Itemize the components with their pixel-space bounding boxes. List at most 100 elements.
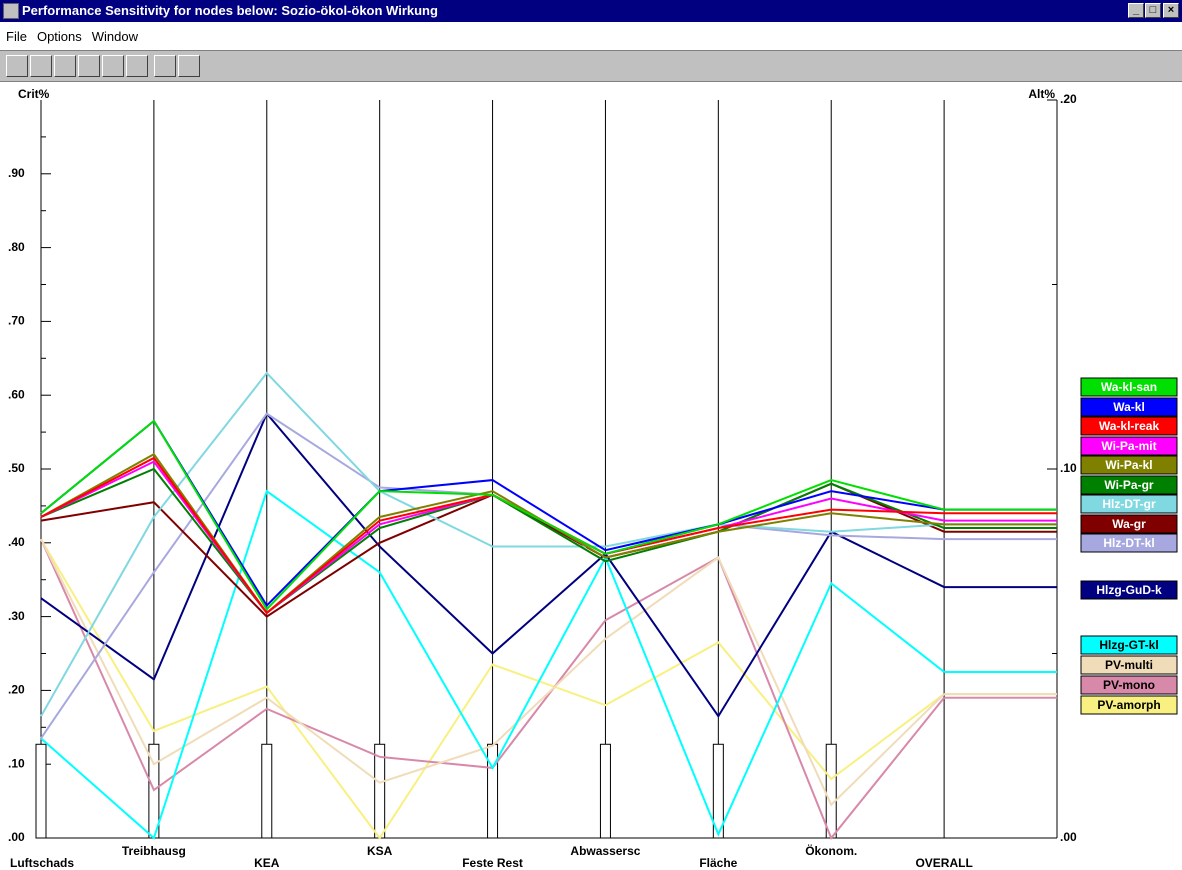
weight-bar xyxy=(35,743,47,839)
legend-label: Hlz-DT-kl xyxy=(1103,536,1154,550)
legend-label: Wa-kl-reak xyxy=(1099,419,1160,433)
weight-bar xyxy=(261,743,273,839)
x-tick-label: Ökonom. xyxy=(805,843,857,858)
window-title: Performance Sensitivity for nodes below:… xyxy=(22,3,438,18)
tool-button[interactable] xyxy=(102,55,124,77)
series-line xyxy=(40,538,945,807)
close-button[interactable]: × xyxy=(1163,3,1179,18)
legend-label: Wi-Pa-mit xyxy=(1101,439,1156,453)
legend-label: PV-amorph xyxy=(1097,698,1160,712)
y-tick-label: .60 xyxy=(8,387,25,401)
series-line xyxy=(40,452,945,615)
legend-item: Hlz-DT-gr xyxy=(1080,494,1178,514)
series-line xyxy=(40,411,945,719)
y2-axis-label: Alt% xyxy=(1028,87,1055,101)
legend-item: Hlz-DT-kl xyxy=(1080,533,1178,553)
legend-swatch xyxy=(1080,533,1178,553)
legend-label: Wi-Pa-gr xyxy=(1104,478,1154,492)
legend-item: Hlzg-GT-kl xyxy=(1080,635,1178,655)
title-bar: Performance Sensitivity for nodes below:… xyxy=(0,0,1182,22)
y-tick-label: .20 xyxy=(8,683,25,697)
legend-label: Hlz-DT-gr xyxy=(1102,497,1156,511)
legend-item: PV-multi xyxy=(1080,655,1178,675)
legend-swatch xyxy=(1080,580,1178,600)
legend-label: Wa-gr xyxy=(1112,517,1146,531)
menu-item[interactable]: File xyxy=(6,29,27,44)
tool-button[interactable] xyxy=(126,55,148,77)
maximize-button[interactable]: □ xyxy=(1145,3,1161,18)
y-tick-label: .80 xyxy=(8,240,25,254)
legend-swatch xyxy=(1080,416,1178,436)
menu-bar: File Options Window xyxy=(0,26,1182,48)
legend-label: PV-mono xyxy=(1103,678,1155,692)
tool-button[interactable] xyxy=(78,55,100,77)
legend-swatch xyxy=(1080,655,1178,675)
legend-item: PV-mono xyxy=(1080,675,1178,695)
series-line xyxy=(40,538,945,840)
legend-swatch xyxy=(1080,455,1178,475)
x-tick-label: Luftschads xyxy=(10,856,74,870)
menu-item[interactable]: Options xyxy=(36,29,82,44)
legend-item: Wa-gr xyxy=(1080,514,1178,534)
y2-tick-label: .20 xyxy=(1060,92,1077,106)
toolbar xyxy=(0,50,1182,82)
y-tick-label: .90 xyxy=(8,166,25,180)
legend-swatch xyxy=(1080,475,1178,495)
x-tick-label: OVERALL xyxy=(915,856,972,870)
x-tick-label: Feste Rest xyxy=(462,856,523,870)
legend-swatch xyxy=(1080,695,1178,715)
legend-swatch xyxy=(1080,675,1178,695)
legend-label: Hlzg-GT-kl xyxy=(1099,638,1158,652)
legend-item: Hlzg-GuD-k xyxy=(1080,580,1178,600)
legend-label: PV-multi xyxy=(1105,658,1153,672)
tool-button[interactable] xyxy=(30,55,52,77)
series-line xyxy=(40,489,945,840)
y-tick-label: .30 xyxy=(8,609,25,623)
series-line xyxy=(40,419,945,611)
tool-button[interactable] xyxy=(6,55,28,77)
tool-button[interactable] xyxy=(178,55,200,77)
minimize-button[interactable]: _ xyxy=(1128,3,1144,18)
weight-bar xyxy=(599,743,611,839)
legend-swatch xyxy=(1080,494,1178,514)
weight-bar xyxy=(712,743,724,839)
menu-item[interactable]: Window xyxy=(91,29,139,44)
legend-item: Wa-kl-san xyxy=(1080,377,1178,397)
legend-label: Wa-kl-san xyxy=(1101,380,1157,394)
x-tick-label: KEA xyxy=(254,856,280,870)
legend-label: Wa-kl xyxy=(1113,400,1145,414)
y-axis-label: Crit% xyxy=(18,87,50,101)
y2-tick-label: .10 xyxy=(1060,461,1077,475)
y-tick-label: .00 xyxy=(8,830,25,844)
y-tick-label: .40 xyxy=(8,535,25,549)
legend-item: Wa-kl xyxy=(1080,397,1178,417)
legend-item: Wa-kl-reak xyxy=(1080,416,1178,436)
x-tick-label: Fläche xyxy=(699,856,737,870)
app-icon xyxy=(3,3,19,19)
tool-button[interactable] xyxy=(54,55,76,77)
x-tick-label: Abwassersc xyxy=(570,844,640,858)
legend-swatch xyxy=(1080,397,1178,417)
y-tick-label: .50 xyxy=(8,461,25,475)
series-line xyxy=(40,371,945,717)
legend-swatch xyxy=(1080,635,1178,655)
legend-swatch xyxy=(1080,377,1178,397)
legend-swatch xyxy=(1080,514,1178,534)
y-tick-label: .70 xyxy=(8,314,25,328)
weight-bar xyxy=(487,743,499,839)
weight-bar xyxy=(825,743,837,839)
x-tick-label: Treibhausg xyxy=(122,844,186,858)
y2-tick-label: .00 xyxy=(1060,830,1077,844)
legend-swatch xyxy=(1080,436,1178,456)
legend-item: Wi-Pa-gr xyxy=(1080,475,1178,495)
x-tick-label: KSA xyxy=(367,844,393,858)
tool-button[interactable] xyxy=(154,55,176,77)
weight-bar xyxy=(374,743,386,839)
legend-item: Wi-Pa-kl xyxy=(1080,455,1178,475)
legend-label: Wi-Pa-kl xyxy=(1105,458,1152,472)
legend-label: Hlzg-GuD-k xyxy=(1096,583,1162,597)
y-tick-label: .10 xyxy=(8,756,25,770)
legend-item: PV-amorph xyxy=(1080,695,1178,715)
